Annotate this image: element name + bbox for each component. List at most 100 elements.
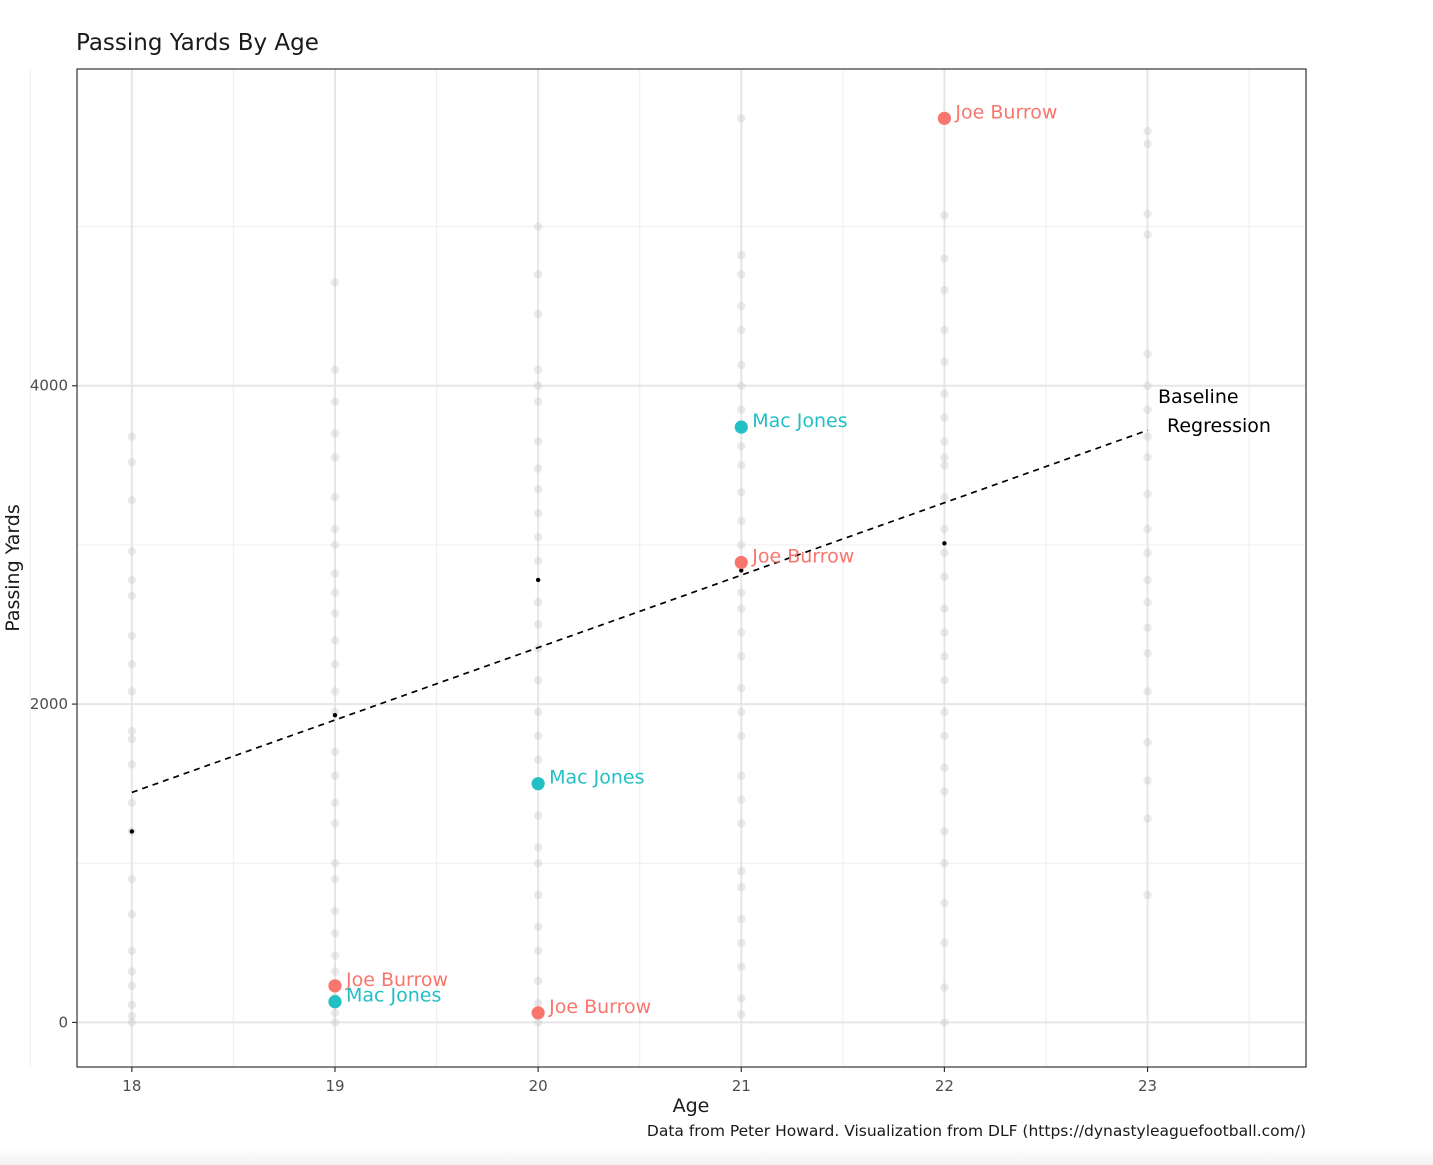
background-point [533, 811, 543, 820]
age-means-layer [129, 541, 947, 834]
background-point [940, 548, 949, 558]
background-point [940, 1018, 949, 1027]
background-point [940, 389, 949, 398]
background-point [533, 707, 543, 717]
background-point [127, 591, 137, 601]
x-tick-label: 19 [325, 1077, 344, 1095]
background-point [127, 575, 137, 585]
background-point [127, 1018, 137, 1027]
regression-layer [131, 429, 1148, 794]
background-point [940, 898, 949, 908]
background-point [1143, 890, 1152, 900]
background-point [330, 874, 340, 884]
background-point [737, 683, 746, 693]
background-point [533, 437, 543, 446]
background-point [127, 496, 137, 505]
background-point [533, 676, 543, 685]
background-point [737, 360, 746, 370]
background-point [127, 967, 137, 976]
background-point [737, 731, 746, 741]
background-point [1143, 126, 1152, 136]
background-point [737, 1010, 746, 1019]
regression-label-line2: Regression [1167, 415, 1271, 437]
background-point [127, 760, 137, 769]
axis-layer: 18 19 20 21 22 23 0 2000 4000 [30, 377, 1157, 1095]
highlight-label: Joe Burrow [751, 545, 854, 567]
background-point [940, 453, 949, 462]
background-point [127, 660, 137, 669]
background-point [127, 734, 137, 744]
highlight-label: Joe Burrow [548, 996, 651, 1018]
background-point [737, 938, 746, 948]
background-point [330, 967, 340, 976]
age-mean-point [942, 541, 947, 546]
background-point [737, 405, 746, 414]
background-point [533, 620, 543, 629]
background-point [737, 251, 746, 260]
background-point [940, 787, 949, 796]
highlight-point [328, 979, 342, 993]
background-point [127, 726, 137, 736]
background-point [533, 381, 543, 390]
background-point [1143, 349, 1152, 359]
background-point [330, 660, 340, 669]
background-point [330, 453, 340, 462]
background-point [1143, 230, 1152, 239]
background-point [533, 890, 543, 900]
highlight-label: Joe Burrow [345, 969, 448, 991]
highlighted-points-layer: Joe Burrow Joe Burrow Joe Burrow Joe Burrow… [328, 101, 1057, 1020]
background-point [330, 397, 340, 406]
background-points-layer [127, 114, 1152, 1027]
highlight-label: Mac Jones [549, 767, 644, 789]
background-point [127, 1011, 137, 1021]
caption: Data from Peter Howard. Visualization fr… [646, 1122, 1306, 1140]
background-point [940, 604, 949, 613]
background-point [330, 951, 340, 960]
background-point [330, 687, 340, 696]
age-mean-point [129, 829, 135, 834]
x-tick-label: 21 [732, 1077, 751, 1095]
background-point [533, 976, 543, 986]
background-point [1143, 623, 1152, 632]
highlight-point [328, 995, 342, 1009]
background-point [127, 547, 137, 556]
background-point [940, 492, 949, 502]
background-point [127, 1000, 137, 1010]
background-point [1143, 405, 1152, 414]
background-point [330, 859, 340, 868]
bottom-bar [0, 1148, 1433, 1165]
background-point [737, 381, 746, 390]
background-point [737, 707, 746, 717]
background-point [330, 1008, 340, 1018]
background-point [127, 457, 137, 467]
background-point [533, 922, 543, 932]
background-point [533, 397, 543, 406]
background-point [330, 747, 340, 757]
background-point [1143, 738, 1152, 747]
background-point [127, 909, 137, 919]
background-point [127, 687, 137, 696]
background-point [533, 532, 543, 542]
background-point [1143, 687, 1152, 696]
background-point [330, 609, 340, 618]
age-mean-point [535, 577, 541, 583]
highlight-label: Mac Jones [752, 410, 847, 432]
background-point [1143, 453, 1152, 462]
plot-background [77, 69, 1306, 1067]
highlight-point [531, 777, 545, 791]
background-point [1143, 209, 1152, 219]
age-mean-point [739, 568, 744, 573]
background-point [737, 652, 746, 661]
background-point [940, 763, 949, 772]
background-point [127, 981, 137, 991]
background-point [737, 962, 746, 971]
background-point [940, 413, 949, 422]
background-point [940, 524, 949, 534]
background-point [940, 461, 949, 470]
background-point [737, 540, 746, 550]
background-point [940, 827, 949, 836]
background-point [127, 631, 137, 640]
age-mean-point [332, 713, 338, 718]
